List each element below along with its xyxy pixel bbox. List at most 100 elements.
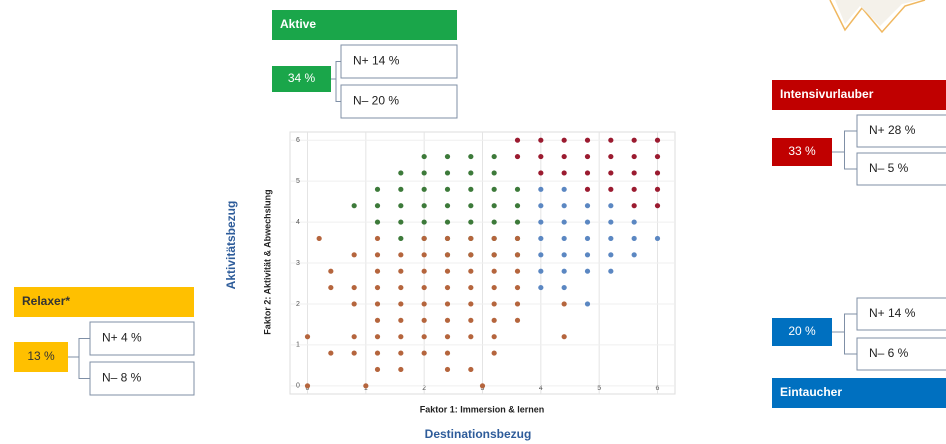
point: [632, 252, 637, 257]
point: [492, 187, 497, 192]
point: [492, 219, 497, 224]
segment-title: Eintaucher: [780, 385, 842, 399]
point: [585, 219, 590, 224]
y-title: Aktivitätsbezug: [224, 201, 238, 290]
point: [328, 350, 333, 355]
point: [398, 236, 403, 241]
decoration-fill: [835, 0, 920, 26]
point: [375, 203, 380, 208]
point: [352, 285, 357, 290]
point: [375, 187, 380, 192]
point: [608, 219, 613, 224]
point: [352, 334, 357, 339]
point: [352, 350, 357, 355]
point: [445, 269, 450, 274]
point: [515, 154, 520, 159]
point: [468, 154, 473, 159]
point: [632, 203, 637, 208]
point: [562, 285, 567, 290]
point: [375, 285, 380, 290]
point: [538, 252, 543, 257]
point: [585, 269, 590, 274]
point: [422, 285, 427, 290]
point: [375, 301, 380, 306]
point: [445, 236, 450, 241]
point: [538, 269, 543, 274]
point: [632, 236, 637, 241]
point: [632, 170, 637, 175]
point: [398, 285, 403, 290]
point: [632, 187, 637, 192]
segment-title: Relaxer*: [22, 294, 70, 308]
point: [445, 285, 450, 290]
point: [422, 334, 427, 339]
point: [515, 252, 520, 257]
point: [562, 170, 567, 175]
point: [585, 252, 590, 257]
point: [398, 350, 403, 355]
point: [538, 203, 543, 208]
point: [585, 154, 590, 159]
point: [538, 236, 543, 241]
point: [515, 219, 520, 224]
point: [538, 285, 543, 290]
share-label: 34 %: [288, 71, 316, 85]
point: [375, 334, 380, 339]
point: [422, 252, 427, 257]
point: [445, 219, 450, 224]
point: [305, 383, 310, 388]
n-label: N+ 28 %: [869, 123, 916, 137]
point: [468, 219, 473, 224]
n-label: N– 20 %: [353, 94, 399, 108]
connector: [845, 314, 858, 354]
point: [515, 138, 520, 143]
x-title: Destinationsbezug: [425, 427, 532, 441]
point: [468, 203, 473, 208]
point: [492, 203, 497, 208]
point: [375, 269, 380, 274]
point: [492, 170, 497, 175]
point: [585, 203, 590, 208]
point: [422, 236, 427, 241]
point: [492, 318, 497, 323]
point: [632, 138, 637, 143]
point: [468, 236, 473, 241]
point: [585, 301, 590, 306]
point: [398, 367, 403, 372]
point: [468, 285, 473, 290]
point: [445, 367, 450, 372]
y-tick-label: 6: [296, 137, 300, 144]
x-label: Faktor 1: Immersion & lernen: [420, 404, 545, 414]
point: [398, 301, 403, 306]
point: [422, 154, 427, 159]
point: [492, 334, 497, 339]
point: [515, 187, 520, 192]
point: [398, 170, 403, 175]
share-label: 33 %: [788, 144, 816, 158]
point: [468, 187, 473, 192]
point: [445, 203, 450, 208]
point: [608, 252, 613, 257]
y-tick-label: 1: [296, 342, 300, 349]
point: [538, 138, 543, 143]
y-tick-label: 4: [296, 219, 300, 226]
point: [585, 138, 590, 143]
point: [398, 219, 403, 224]
point: [468, 170, 473, 175]
point: [655, 187, 660, 192]
point: [608, 269, 613, 274]
point: [352, 301, 357, 306]
point: [608, 170, 613, 175]
point: [538, 219, 543, 224]
point: [468, 269, 473, 274]
point: [445, 334, 450, 339]
point: [608, 203, 613, 208]
point: [445, 350, 450, 355]
share-label: 13 %: [27, 349, 55, 363]
point: [445, 170, 450, 175]
segment-title: Intensivurlauber: [780, 87, 874, 101]
point: [317, 236, 322, 241]
point: [398, 187, 403, 192]
point: [608, 236, 613, 241]
point: [492, 269, 497, 274]
